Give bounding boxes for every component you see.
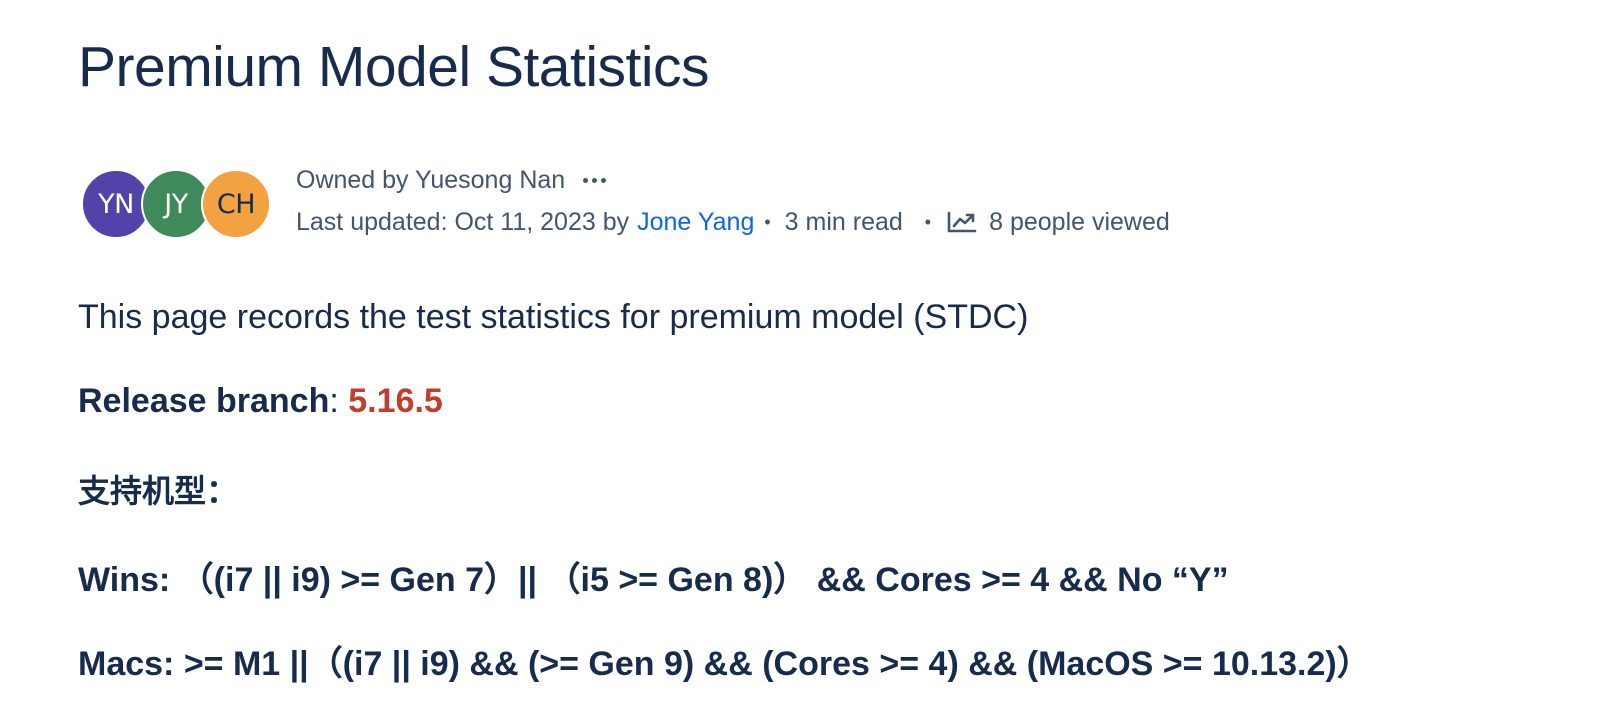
avatar-group[interactable]: YN JY CH	[81, 169, 281, 241]
release-branch-label: Release branch	[78, 382, 330, 420]
views-count: 8 people viewed	[989, 207, 1170, 236]
release-version: 5.16.5	[348, 382, 443, 420]
more-horizontal-icon[interactable]	[583, 177, 607, 183]
separator-dot: •	[764, 211, 771, 232]
intro-paragraph: This page records the test statistics fo…	[78, 298, 1029, 336]
macs-requirements: Macs: >= M1 ||（(i7 || i9) && (>= Gen 9) …	[78, 645, 1371, 683]
release-branch-paragraph: Release branch: 5.16.5	[78, 382, 443, 421]
byline: YN JY CH Owned by Yuesong Nan Last updat…	[78, 165, 1478, 245]
line-chart-icon	[947, 211, 977, 233]
wins-requirements: Wins: （(i7 || i9) >= Gen 7）|| （i5 >= Gen…	[78, 561, 1229, 599]
last-updated-line: Last updated: Oct 11, 2023 by Jone Yang …	[296, 207, 1170, 237]
avatar-ch[interactable]: CH	[201, 169, 271, 239]
page-title: Premium Model Statistics	[78, 35, 710, 99]
page-views-button[interactable]: 8 people viewed	[947, 208, 1170, 237]
owner-line: Owned by Yuesong Nan	[296, 165, 607, 195]
release-branch-colon: :	[329, 382, 349, 420]
separator-dot: •	[924, 211, 932, 232]
owned-by-text: Owned by Yuesong Nan	[296, 165, 566, 194]
last-updated-author-link[interactable]: Jone Yang	[637, 207, 755, 236]
last-updated-text: Last updated: Oct 11, 2023 by	[296, 207, 630, 236]
avatar-yn[interactable]: YN	[81, 169, 151, 239]
supported-models-heading: 支持机型：	[78, 472, 239, 510]
read-time: 3 min read	[784, 207, 903, 236]
